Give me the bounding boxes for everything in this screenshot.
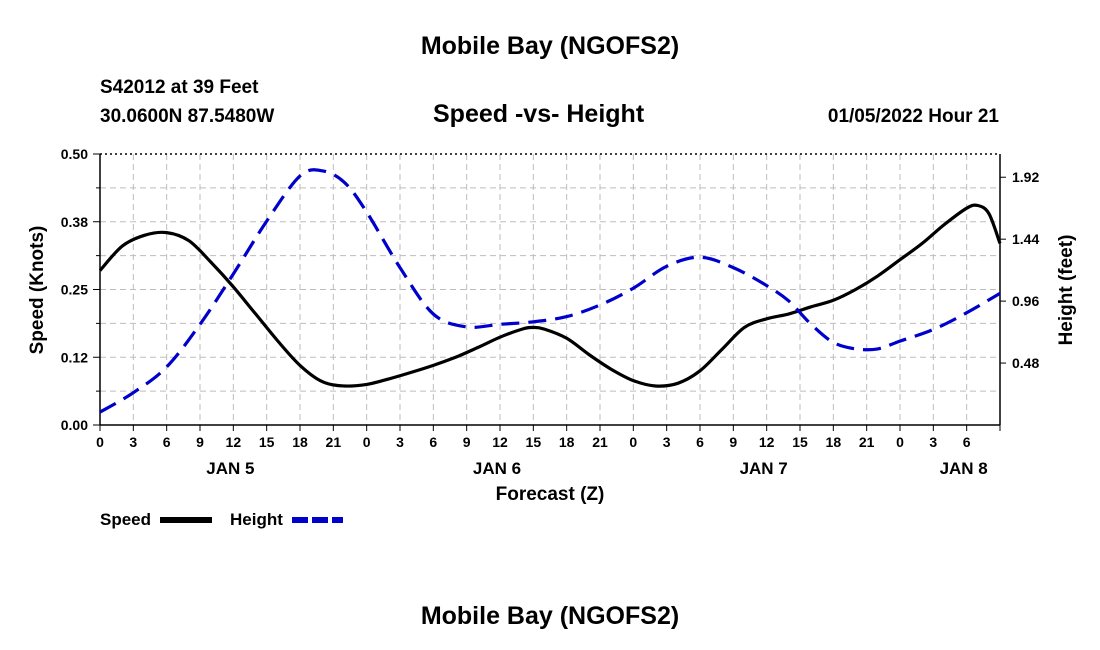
x-tick-label: 0 [363, 434, 371, 450]
x-tick-label: 21 [592, 434, 608, 450]
day-label: JAN 6 [473, 459, 521, 478]
y-tick-label: 0.00 [61, 417, 88, 433]
x-tick-label: 9 [196, 434, 204, 450]
x-tick-label: 12 [759, 434, 775, 450]
y-tick-label: 0.25 [61, 282, 88, 298]
y-tick-label: 0.12 [61, 349, 88, 365]
y2-tick-label: 0.96 [1012, 293, 1039, 309]
x-tick-label: 6 [163, 434, 171, 450]
legend-height-label: Height [230, 510, 283, 529]
x-tick-label: 9 [729, 434, 737, 450]
x-tick-label: 15 [526, 434, 542, 450]
x-tick-label: 3 [129, 434, 137, 450]
x-tick-label: 3 [663, 434, 671, 450]
x-tick-label: 0 [96, 434, 104, 450]
x-tick-label: 3 [396, 434, 404, 450]
x-tick-label: 6 [696, 434, 704, 450]
y-axis-title: Speed (Knots) [27, 226, 48, 355]
x-tick-label: 3 [929, 434, 937, 450]
footer-title: Mobile Bay (NGOFS2) [420, 602, 680, 630]
legend-speed-label: Speed [100, 510, 151, 529]
y-tick-label: 0.50 [61, 146, 88, 162]
x-tick-label: 12 [226, 434, 242, 450]
x-tick-label: 21 [859, 434, 875, 450]
x-tick-label: 21 [326, 434, 342, 450]
x-tick-label: 18 [826, 434, 842, 450]
x-tick-label: 0 [629, 434, 637, 450]
x-tick-label: 9 [463, 434, 471, 450]
y2-axis-title: Height (feet) [1056, 235, 1077, 346]
x-tick-label: 12 [492, 434, 508, 450]
station-position: 30.0600N 87.5480W [100, 106, 275, 127]
chart-title: Speed -vs- Height [433, 100, 645, 128]
forecast-datetime: 01/05/2022 Hour 21 [827, 106, 999, 127]
day-label: JAN 8 [940, 459, 988, 478]
y2-tick-label: 1.44 [1012, 231, 1039, 247]
day-label: JAN 7 [740, 459, 788, 478]
x-tick-label: 15 [259, 434, 275, 450]
y2-tick-label: 0.48 [1012, 355, 1039, 371]
x-tick-label: 6 [429, 434, 437, 450]
y-tick-label: 0.38 [61, 214, 88, 230]
x-tick-label: 15 [792, 434, 808, 450]
x-tick-label: 18 [559, 434, 575, 450]
x-tick-label: 18 [292, 434, 308, 450]
y2-tick-label: 1.92 [1012, 169, 1039, 185]
x-tick-label: 6 [963, 434, 971, 450]
x-tick-label: 0 [896, 434, 904, 450]
page-title: Mobile Bay (NGOFS2) [420, 32, 680, 60]
speed-series-line [98, 203, 1002, 388]
x-axis-title: Forecast (Z) [496, 484, 605, 505]
station-label: S42012 at 39 Feet [100, 77, 259, 98]
height-series-line [99, 168, 1001, 414]
day-label: JAN 5 [206, 459, 254, 478]
